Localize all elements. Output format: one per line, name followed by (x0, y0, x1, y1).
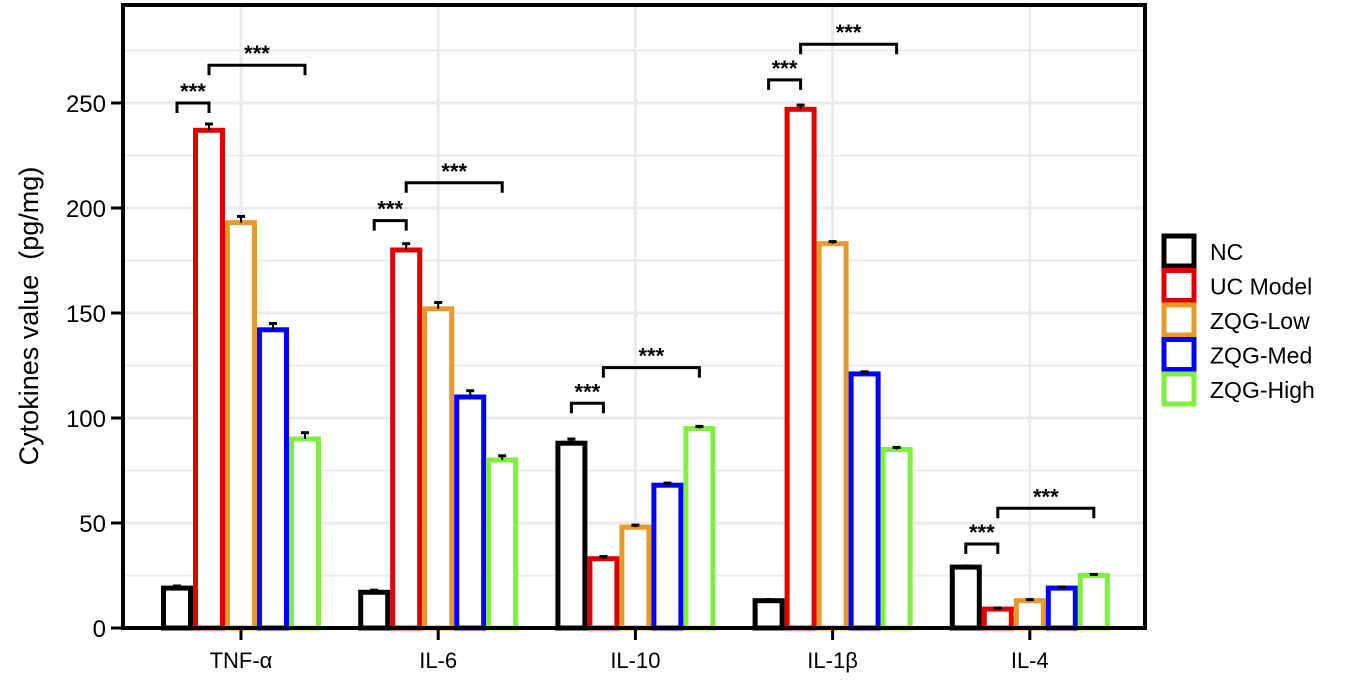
significance-label: *** (1033, 484, 1059, 509)
significance-bracket (207, 63, 307, 76)
significance-bracket (372, 219, 408, 231)
legend-swatch (1161, 233, 1197, 269)
legend-item: ZQG-Med (1161, 337, 1312, 372)
significance-label: *** (575, 379, 601, 404)
bar (1077, 573, 1110, 631)
significance-label: *** (377, 197, 403, 222)
bar (555, 440, 588, 631)
significance-bracket (601, 366, 701, 378)
significance-bracket (996, 506, 1096, 519)
significance-annotations: *** *** *** *** *** *** *** *** *** *** (175, 20, 1096, 554)
bar (1045, 585, 1078, 631)
legend-label: ZQG-Med (1210, 343, 1312, 369)
significance-bracket (569, 401, 605, 414)
legend-label: ZQG-Low (1210, 308, 1310, 334)
significance-label: *** (639, 344, 665, 369)
x-tick-label: TNF-α (210, 648, 273, 673)
legend-item: NC (1161, 233, 1243, 269)
y-tick-label: 250 (66, 91, 106, 118)
y-axis-label: Cytokines value (pg/mg) (14, 167, 44, 466)
legend-item: UC Model (1161, 268, 1312, 303)
x-tick-label: IL-1β (807, 648, 858, 673)
significance-label: *** (969, 520, 995, 545)
bar (289, 436, 321, 631)
legend-label: NC (1210, 239, 1243, 265)
x-tick-label: IL-10 (610, 648, 660, 673)
legend-label: UC Model (1210, 274, 1312, 300)
x-tick-label: IL-6 (419, 648, 457, 673)
legend-swatch (1161, 371, 1197, 407)
bar (651, 482, 684, 631)
bar (619, 524, 652, 631)
bar (486, 457, 519, 631)
x-tick-label: IL-4 (1011, 648, 1049, 673)
bar-series (161, 103, 1110, 631)
bar (225, 220, 257, 631)
legend-item: ZQG-Low (1161, 302, 1310, 338)
bar (454, 394, 487, 631)
significance-bracket (404, 181, 504, 193)
legend-swatch (1161, 302, 1197, 338)
significance-label: *** (836, 20, 862, 45)
significance-bracket (767, 78, 803, 90)
axes: 0 50 100 150 200 250 TNF-α IL-6 IL-10 IL-1β IL-4 (66, 3, 1147, 673)
bar (848, 371, 881, 631)
significance-label: *** (441, 159, 467, 184)
y-tick-label: 200 (66, 196, 106, 223)
legend-swatch (1161, 337, 1197, 372)
bar (358, 589, 391, 631)
legend-swatch (1161, 268, 1197, 303)
legend-item: ZQG-High (1161, 371, 1315, 407)
significance-label: *** (772, 56, 798, 81)
significance-bracket (175, 101, 211, 113)
bar (193, 127, 225, 631)
y-tick-label: 50 (79, 511, 106, 538)
bar (587, 556, 620, 631)
significance-label: *** (180, 79, 206, 104)
bar (390, 247, 423, 631)
significance-label: *** (244, 41, 270, 66)
bar (816, 241, 849, 631)
legend: NC UC Model ZQG-Low ZQG-Med ZQG-High (1161, 233, 1315, 407)
bar (981, 606, 1014, 631)
bar (880, 447, 913, 631)
bar (257, 327, 289, 631)
legend-label: ZQG-High (1210, 377, 1315, 403)
bar (161, 585, 193, 631)
bar (422, 306, 455, 631)
bar (752, 598, 785, 631)
bar (1013, 598, 1046, 631)
significance-bracket (964, 542, 1000, 554)
bar (949, 564, 982, 631)
bar (784, 106, 817, 631)
y-tick-label: 0 (93, 616, 106, 643)
significance-bracket (799, 42, 899, 55)
y-tick-label: 100 (66, 406, 106, 433)
bar (683, 426, 716, 631)
y-tick-label: 150 (66, 301, 106, 328)
